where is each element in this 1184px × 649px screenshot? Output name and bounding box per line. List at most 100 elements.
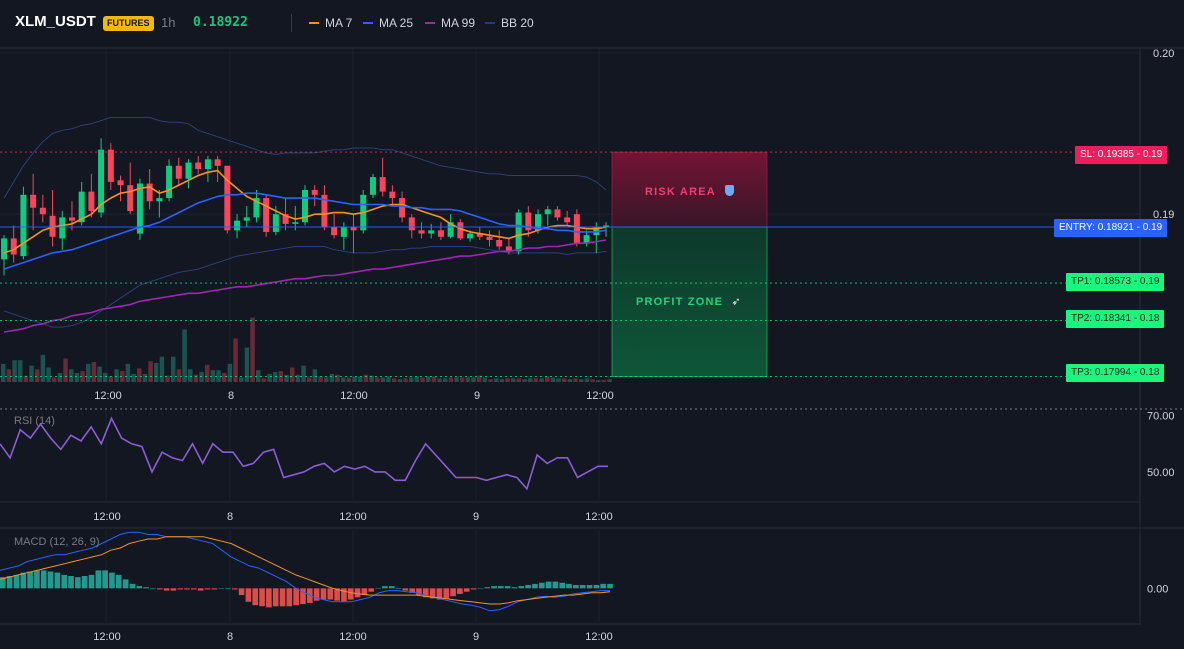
macd-hist-bar-65 <box>443 588 450 599</box>
macd-hist-bar-58 <box>395 588 402 589</box>
volume-bar-76 <box>431 376 437 382</box>
entry-level-text: ENTRY: 0.18921 - 0.19 <box>1059 222 1163 233</box>
macd-hist-bar-73 <box>498 586 504 589</box>
macd-hist-bar-68 <box>463 588 470 592</box>
candle-body-62 <box>603 225 609 228</box>
macd-xtick-2: 12:00 <box>339 631 367 643</box>
volume-bar-107 <box>607 379 612 382</box>
volume-bar-79 <box>448 377 454 382</box>
chart-header: XLM_USDT FUTURES 1h 0.18922 MA 7 MA 25 M… <box>0 0 1184 48</box>
volume-bar-85 <box>482 377 488 382</box>
volume-bar-88 <box>499 379 505 382</box>
macd-hist-bar-60 <box>409 588 415 593</box>
candle-body-60 <box>583 235 590 244</box>
volume-bar-34 <box>193 374 199 382</box>
volume-bar-83 <box>471 377 476 382</box>
macd-hist-bar-46 <box>313 588 320 601</box>
macd-hist-bar-13 <box>88 574 95 589</box>
symbol-name[interactable]: XLM_USDT <box>15 13 96 30</box>
volume-bar-84 <box>477 375 482 382</box>
volume-bar-11 <box>63 358 68 382</box>
rsi-xtick-2: 12:00 <box>339 511 367 523</box>
volume-bar-9 <box>52 377 57 382</box>
volume-bar-78 <box>443 378 448 382</box>
candle-body-21 <box>204 159 211 170</box>
macd-hist-bar-61 <box>416 588 422 596</box>
volume-bar-51 <box>290 367 295 382</box>
volume-bar-8 <box>46 367 51 382</box>
macd-hist-bar-35 <box>238 588 245 596</box>
volume-bar-61 <box>346 377 352 382</box>
volume-bar-36 <box>205 364 210 382</box>
legend-bb20[interactable]: BB 20 <box>485 15 534 31</box>
volume-bar-37 <box>210 370 216 382</box>
volume-bar-95 <box>539 378 544 382</box>
trade-level-lines <box>0 151 1140 377</box>
volume-bar-77 <box>437 378 442 382</box>
futures-badge: FUTURES <box>103 16 154 31</box>
volume-bar-42 <box>239 377 244 382</box>
macd-hist-bar-41 <box>279 588 286 607</box>
volume-bar-103 <box>584 378 590 382</box>
header-divider <box>291 14 292 32</box>
legend-ma7[interactable]: MA 7 <box>309 15 352 31</box>
volume-bar-31 <box>176 369 182 382</box>
rsi-xtick-0: 12:00 <box>93 511 121 523</box>
candlesticks <box>1 138 609 276</box>
volume-bar-65 <box>369 375 374 382</box>
macd-hist-bar-25 <box>170 588 177 591</box>
volume-bar-28 <box>159 356 165 382</box>
macd-hist-bar-71 <box>484 587 490 589</box>
candle-body-1 <box>10 238 17 255</box>
volume-bar-23 <box>131 373 136 382</box>
candle-body-14 <box>136 183 143 234</box>
candle-body-48 <box>467 233 474 239</box>
macd-hist-bar-74 <box>504 586 511 589</box>
legend-ma25[interactable]: MA 25 <box>363 15 413 31</box>
macd-hist-bar-2 <box>13 574 20 589</box>
macd-hist-bar-28 <box>191 588 197 590</box>
sl-level-text: SL: 0.19385 - 0.19 <box>1080 149 1163 160</box>
macd-panel <box>0 530 1140 625</box>
candle-body-47 <box>457 222 464 239</box>
price-xtick-3: 9 <box>474 390 480 402</box>
candle-body-31 <box>302 189 308 223</box>
candle-body-25 <box>243 217 250 221</box>
macd-hist-bar-43 <box>293 588 299 606</box>
interval-label[interactable]: 1h <box>161 15 176 30</box>
volume-bar-29 <box>165 375 170 382</box>
macd-hist-bar-19 <box>129 583 136 589</box>
last-price: 0.18922 <box>193 15 248 30</box>
macd-hist-bar-48 <box>327 588 334 600</box>
candle-body-0 <box>1 238 7 260</box>
candle-body-15 <box>146 183 153 202</box>
legend-ma99[interactable]: MA 99 <box>425 15 475 31</box>
volume-bar-24 <box>137 368 142 382</box>
volume-bar-64 <box>363 374 369 382</box>
ma-line-1 <box>3 192 607 270</box>
candle-body-26 <box>253 198 260 218</box>
profit-zone-text: PROFIT ZONE <box>636 296 724 308</box>
macd-hist-bar-70 <box>477 588 484 589</box>
trade-zones <box>611 151 768 377</box>
candle-body-6 <box>59 217 66 239</box>
macd-hist-bar-80 <box>545 581 552 589</box>
volume-bar-90 <box>511 378 516 382</box>
macd-hist-bar-81 <box>552 581 559 589</box>
macd-hist-bar-33 <box>225 588 231 589</box>
macd-hist-bar-67 <box>457 588 463 594</box>
macd-hist-bar-47 <box>320 588 327 600</box>
legend-label-ma25: MA 25 <box>379 16 414 30</box>
volume-bar-98 <box>556 378 561 382</box>
macd-hist-bar-12 <box>81 576 88 589</box>
volume-bar-35 <box>199 372 204 382</box>
candle-body-10 <box>98 149 105 213</box>
ma-line-2 <box>3 239 607 333</box>
volume-bar-6 <box>35 369 40 382</box>
macd-hist-bar-83 <box>566 583 572 589</box>
candle-body-38 <box>369 177 376 195</box>
volume-bar-87 <box>494 378 499 382</box>
macd-xtick-0: 12:00 <box>93 631 121 643</box>
macd-hist-bar-89 <box>607 583 613 589</box>
